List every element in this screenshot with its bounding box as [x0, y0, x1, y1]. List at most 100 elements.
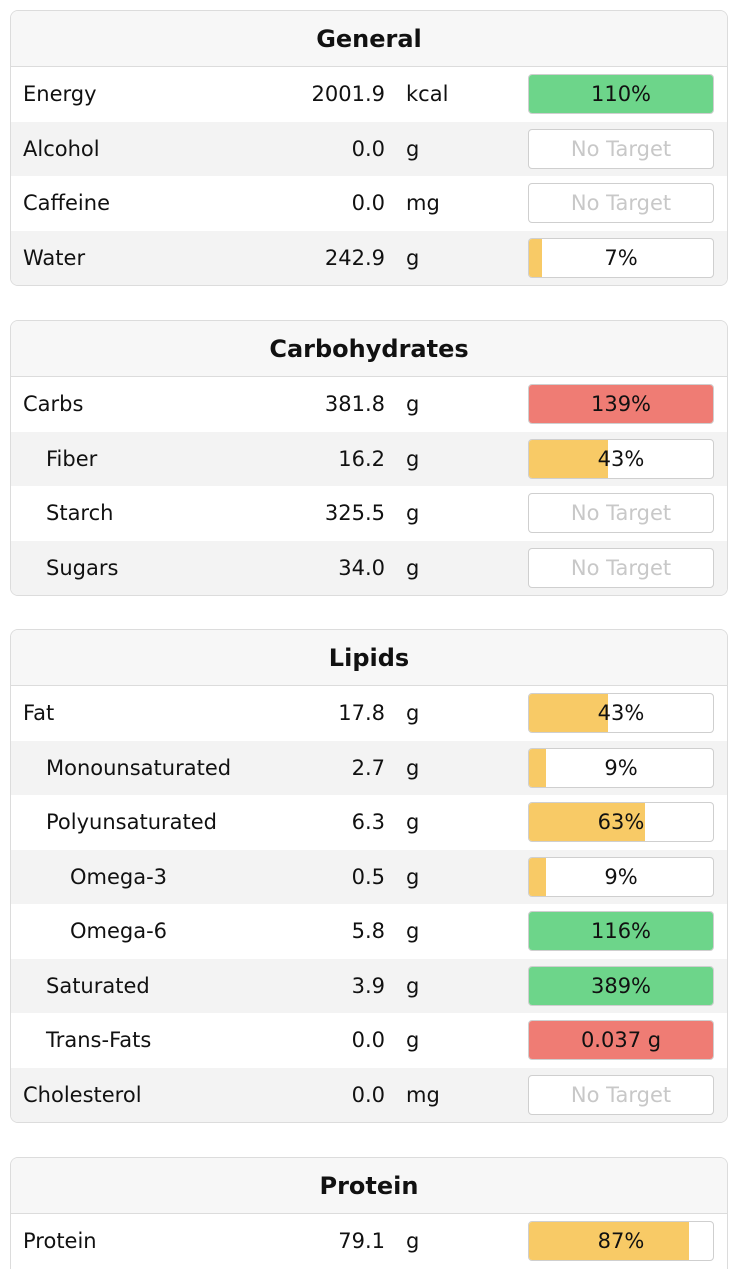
target-percent-label: 110%: [590, 82, 652, 107]
target-progress-bar[interactable]: No Target: [528, 1074, 714, 1115]
progress-fill: [529, 857, 546, 896]
nutrient-row[interactable]: Saturated 3.9 g 389%: [11, 958, 727, 1013]
target-progress-bar[interactable]: 116%: [528, 911, 714, 952]
nutrient-unit: g: [406, 555, 420, 580]
target-progress-bar[interactable]: No Target: [528, 493, 714, 534]
nutrient-name: Protein: [23, 1229, 97, 1254]
nutrient-row[interactable]: Fiber 16.2 g 43%: [11, 431, 727, 486]
nutrient-row[interactable]: Polyunsaturated 6.3 g 63%: [11, 795, 727, 850]
nutrient-name: Omega-3: [70, 864, 168, 889]
target-percent-label: No Target: [570, 136, 672, 161]
nutrient-row[interactable]: Carbs 381.8 g 139%: [11, 377, 727, 432]
section-title: Lipids: [11, 630, 727, 686]
target-percent-label: 0.037 g: [580, 1028, 662, 1053]
nutrient-row[interactable]: Water 242.9 g 7%: [11, 230, 727, 285]
nutrient-row[interactable]: Starch 325.5 g No Target: [11, 486, 727, 541]
nutrient-name: Fat: [23, 701, 55, 726]
nutrient-row[interactable]: Sugars 34.0 g No Target: [11, 540, 727, 595]
target-progress-bar[interactable]: 110%: [528, 74, 714, 115]
target-percent-label: 9%: [604, 864, 638, 889]
target-progress-bar[interactable]: 9%: [528, 856, 714, 897]
carbohydrates-panel: Carbohydrates Carbs 381.8 g 139% Fiber 16.2 g 4…: [10, 320, 728, 596]
lipids-panel: Lipids Fat 17.8 g 43% Monounsaturated 2.7 g 9% P…: [10, 629, 728, 1123]
nutrient-row[interactable]: Fat 17.8 g 43%: [11, 686, 727, 741]
nutrient-row[interactable]: Alcohol 0.0 g No Target: [11, 121, 727, 176]
target-progress-bar[interactable]: 9%: [528, 747, 714, 788]
general-panel: General Energy 2001.9 kcal 110% Alcohol 0.0 g N…: [10, 10, 728, 286]
target-progress-bar[interactable]: 63%: [528, 802, 714, 843]
target-percent-label: 116%: [590, 919, 652, 944]
nutrient-name: Omega-6: [70, 919, 168, 944]
target-percent-label: 139%: [590, 392, 652, 417]
target-progress-bar[interactable]: No Target: [528, 128, 714, 169]
nutrient-amount: 5.8: [351, 919, 385, 944]
target-percent-label: No Target: [570, 191, 672, 216]
progress-fill: [529, 694, 609, 733]
nutrient-unit: mg: [406, 1082, 440, 1107]
nutrient-unit: g: [406, 446, 420, 471]
progress-fill: [529, 748, 546, 787]
nutrient-amount: 34.0: [338, 555, 385, 580]
target-percent-label: 7%: [604, 245, 638, 270]
nutrient-row[interactable]: Trans-Fats 0.0 g 0.037 g: [11, 1013, 727, 1068]
target-progress-bar[interactable]: 43%: [528, 438, 714, 479]
section-title: Carbohydrates: [11, 321, 727, 377]
nutrient-unit: g: [406, 1229, 420, 1254]
section-title: General: [11, 11, 727, 67]
nutrient-amount: 0.0: [351, 136, 385, 161]
nutrient-amount: 242.9: [324, 245, 385, 270]
nutrient-unit: mg: [406, 191, 440, 216]
target-progress-bar[interactable]: 139%: [528, 384, 714, 425]
nutrient-name: Alcohol: [23, 136, 100, 161]
target-percent-label: No Target: [570, 1082, 672, 1107]
nutrient-row[interactable]: Caffeine 0.0 mg No Target: [11, 176, 727, 231]
nutrient-row[interactable]: Omega-6 5.8 g 116%: [11, 904, 727, 959]
nutrient-row[interactable]: Cholesterol 0.0 mg No Target: [11, 1067, 727, 1122]
nutrient-amount: 0.0: [351, 191, 385, 216]
nutrient-name: Fiber: [46, 446, 98, 471]
nutrient-amount: 2.7: [351, 755, 385, 780]
nutrient-row[interactable]: Protein 79.1 g 87%: [11, 1214, 727, 1269]
progress-fill: [529, 1222, 690, 1261]
nutrient-amount: 381.8: [324, 392, 385, 417]
target-progress-bar[interactable]: No Target: [528, 547, 714, 588]
nutrient-unit: g: [406, 392, 420, 417]
nutrient-unit: g: [406, 755, 420, 780]
target-progress-bar[interactable]: 0.037 g: [528, 1020, 714, 1061]
nutrient-name: Saturated: [46, 973, 150, 998]
nutrient-unit: g: [406, 136, 420, 161]
nutrient-row[interactable]: Energy 2001.9 kcal 110%: [11, 67, 727, 122]
target-progress-bar[interactable]: 43%: [528, 693, 714, 734]
nutrient-name: Caffeine: [23, 191, 110, 216]
nutrient-name: Water: [23, 245, 86, 270]
nutrient-name: Trans-Fats: [46, 1028, 152, 1053]
nutrient-name: Carbs: [23, 392, 84, 417]
nutrient-name: Monounsaturated: [46, 755, 232, 780]
nutrient-unit: g: [406, 973, 420, 998]
target-percent-label: No Target: [570, 555, 672, 580]
nutrient-row[interactable]: Omega-3 0.5 g 9%: [11, 849, 727, 904]
progress-fill: [529, 385, 713, 424]
nutrient-unit: g: [406, 864, 420, 889]
nutrient-name: Polyunsaturated: [46, 810, 217, 835]
nutrient-amount: 0.0: [351, 1082, 385, 1107]
section-title: Protein: [11, 1158, 727, 1214]
nutrient-unit: g: [406, 919, 420, 944]
target-percent-label: 9%: [604, 755, 638, 780]
target-progress-bar[interactable]: 389%: [528, 965, 714, 1006]
target-progress-bar[interactable]: No Target: [528, 183, 714, 224]
nutrient-amount: 16.2: [338, 446, 385, 471]
nutrient-amount: 0.0: [351, 1028, 385, 1053]
target-progress-bar[interactable]: 87%: [528, 1221, 714, 1262]
nutrient-amount: 3.9: [351, 973, 385, 998]
nutrient-amount: 325.5: [324, 501, 385, 526]
nutrient-amount: 2001.9: [311, 82, 385, 107]
nutrient-name: Energy: [23, 82, 97, 107]
nutrient-amount: 0.5: [351, 864, 385, 889]
nutrient-row[interactable]: Monounsaturated 2.7 g 9%: [11, 740, 727, 795]
target-progress-bar[interactable]: 7%: [528, 237, 714, 278]
nutrient-name: Cholesterol: [23, 1082, 142, 1107]
nutrient-unit: g: [406, 245, 420, 270]
target-percent-label: 43%: [597, 446, 645, 471]
nutrient-amount: 6.3: [351, 810, 385, 835]
